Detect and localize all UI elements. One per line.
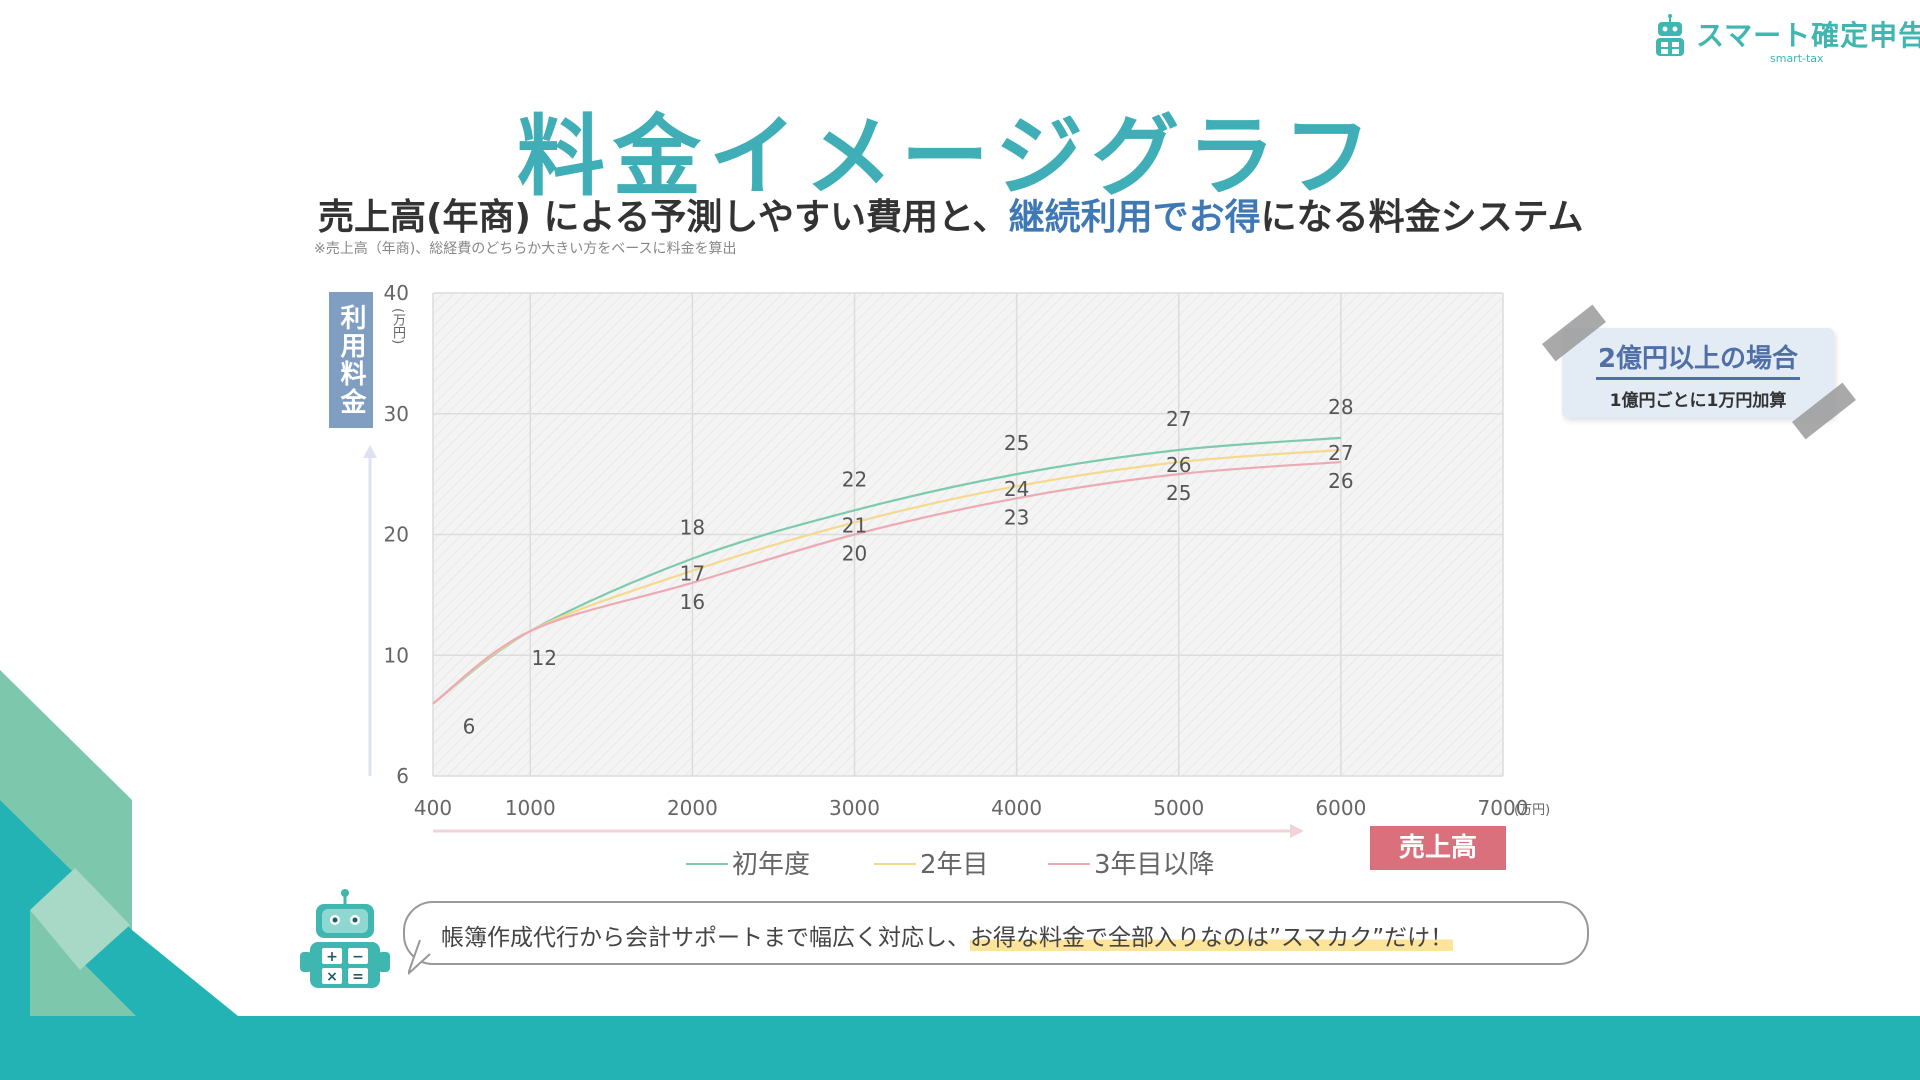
y-tick-label: 40 [384,281,409,305]
data-label: 20 [842,542,867,566]
legend-swatch [1048,862,1090,865]
data-label: 21 [842,513,867,537]
svg-text:=: = [352,969,364,985]
data-label: 27 [1166,407,1191,431]
x-axis-unit: (万円) [1514,803,1550,818]
page-title-wrap: 料金イメージグラフ [0,86,1920,213]
data-label: 22 [842,467,867,491]
bottom-bar [0,1016,1920,1080]
legend-label: 3年目以降 [1094,850,1215,880]
subtitle-part2: になる料金システム [1260,197,1584,238]
data-labels: 6 12 18 22 25 27 28 17 21 24 26 27 16 20 23 25 26 [463,395,1354,739]
bubble-text: 帳簿作成代行から会計サポートまで幅広く対応し、お得な料金で全部入りなのは”スマカ… [441,918,1454,952]
x-tick-label: 400 [414,796,452,820]
data-label: 23 [1004,505,1029,529]
logo: スマート確定申告 smart-tax [1650,14,1920,65]
data-label: 26 [1166,453,1191,477]
subtitle-highlight: 継続利用でお得 [1008,197,1261,238]
logo-text: スマート確定申告 [1696,19,1920,52]
large-revenue-note-card: 2億円以上の場合 1億円ごとに1万円加算 [1542,304,1856,440]
data-label: 26 [1328,469,1353,493]
x-axis-arrowhead [1290,824,1304,838]
legend-label: 初年度 [732,850,811,880]
page-title: 料金イメージグラフ [516,105,1380,208]
axis-arrows [363,445,1304,838]
y-tick-label: 20 [384,523,409,547]
calculation-note: ※売上高（年商)、総経費のどちらか大きい方をベースに料金を算出 [314,241,737,257]
data-label: 28 [1328,395,1353,419]
svg-text:−: − [352,949,364,965]
x-tick-label: 6000 [1315,796,1366,820]
y-axis-unit: (万円) [390,308,405,345]
legend-item-first-year: 初年度 [686,844,810,881]
legend-swatch [686,862,728,865]
speech-bubble-tail [408,940,431,975]
data-label: 16 [680,590,705,614]
grid-lines [432,292,1504,777]
x-tick-label: 3000 [829,796,880,820]
x-tick-label: 4000 [991,796,1042,820]
data-label: 18 [680,516,705,540]
page-subtitle: 売上高(年商) による予測しやすい費用と、継続利用でお得になる料金システム [318,188,1584,240]
legend-item-second-year: 2年目 [874,844,989,881]
data-label: 17 [680,562,705,586]
series-line-3 [432,460,1341,705]
data-label: 24 [1004,477,1029,501]
speech-bubble: 帳簿作成代行から会計サポートまで幅広く対応し、お得な料金で全部入りなのは”スマカ… [403,901,1589,965]
info-card-subtitle: 1億円ごとに1万円加算 [1609,391,1787,411]
series-lines [432,436,1341,705]
y-tick-label: 6 [396,764,409,788]
x-axis-label: 売上高 [1370,826,1506,870]
x-tick-label: 1000 [505,796,556,820]
legend-swatch [874,862,916,865]
y-axis-label: 利用料金 [329,292,373,428]
bubble-text-main: 帳簿作成代行から会計サポートまで幅広く対応し、 [441,925,970,951]
bubble-text-highlight: お得な料金で全部入りなのは”スマカク”だけ！ [970,925,1454,951]
x-tick-label: 7000 [1478,796,1529,820]
data-label: 27 [1328,441,1353,465]
x-tick-label: 5000 [1153,796,1204,820]
svg-text:+: + [326,949,338,965]
logo-subtext: smart-tax [1770,52,1824,65]
data-label: 25 [1166,481,1191,505]
robot-logo-icon [1656,14,1684,56]
svg-text:×: × [326,969,338,985]
legend-label: 2年目 [920,850,989,880]
y-axis-arrowhead [363,445,377,458]
robot-mascot-icon: + − × = [300,889,390,988]
legend-item-third-year: 3年目以降 [1048,844,1215,881]
data-label: 25 [1004,431,1029,455]
tick-labels: 400 1000 2000 3000 4000 5000 6000 7000(万円)61020… [384,281,1551,820]
data-label: 12 [532,646,557,670]
data-label: 6 [463,715,476,739]
y-tick-label: 30 [384,402,409,426]
info-card-title: 2億円以上の場合 [1595,338,1801,380]
x-tick-label: 2000 [667,796,718,820]
subtitle-part1: 売上高(年商) による予測しやすい費用と、 [318,197,1009,238]
y-tick-label: 10 [384,643,409,667]
